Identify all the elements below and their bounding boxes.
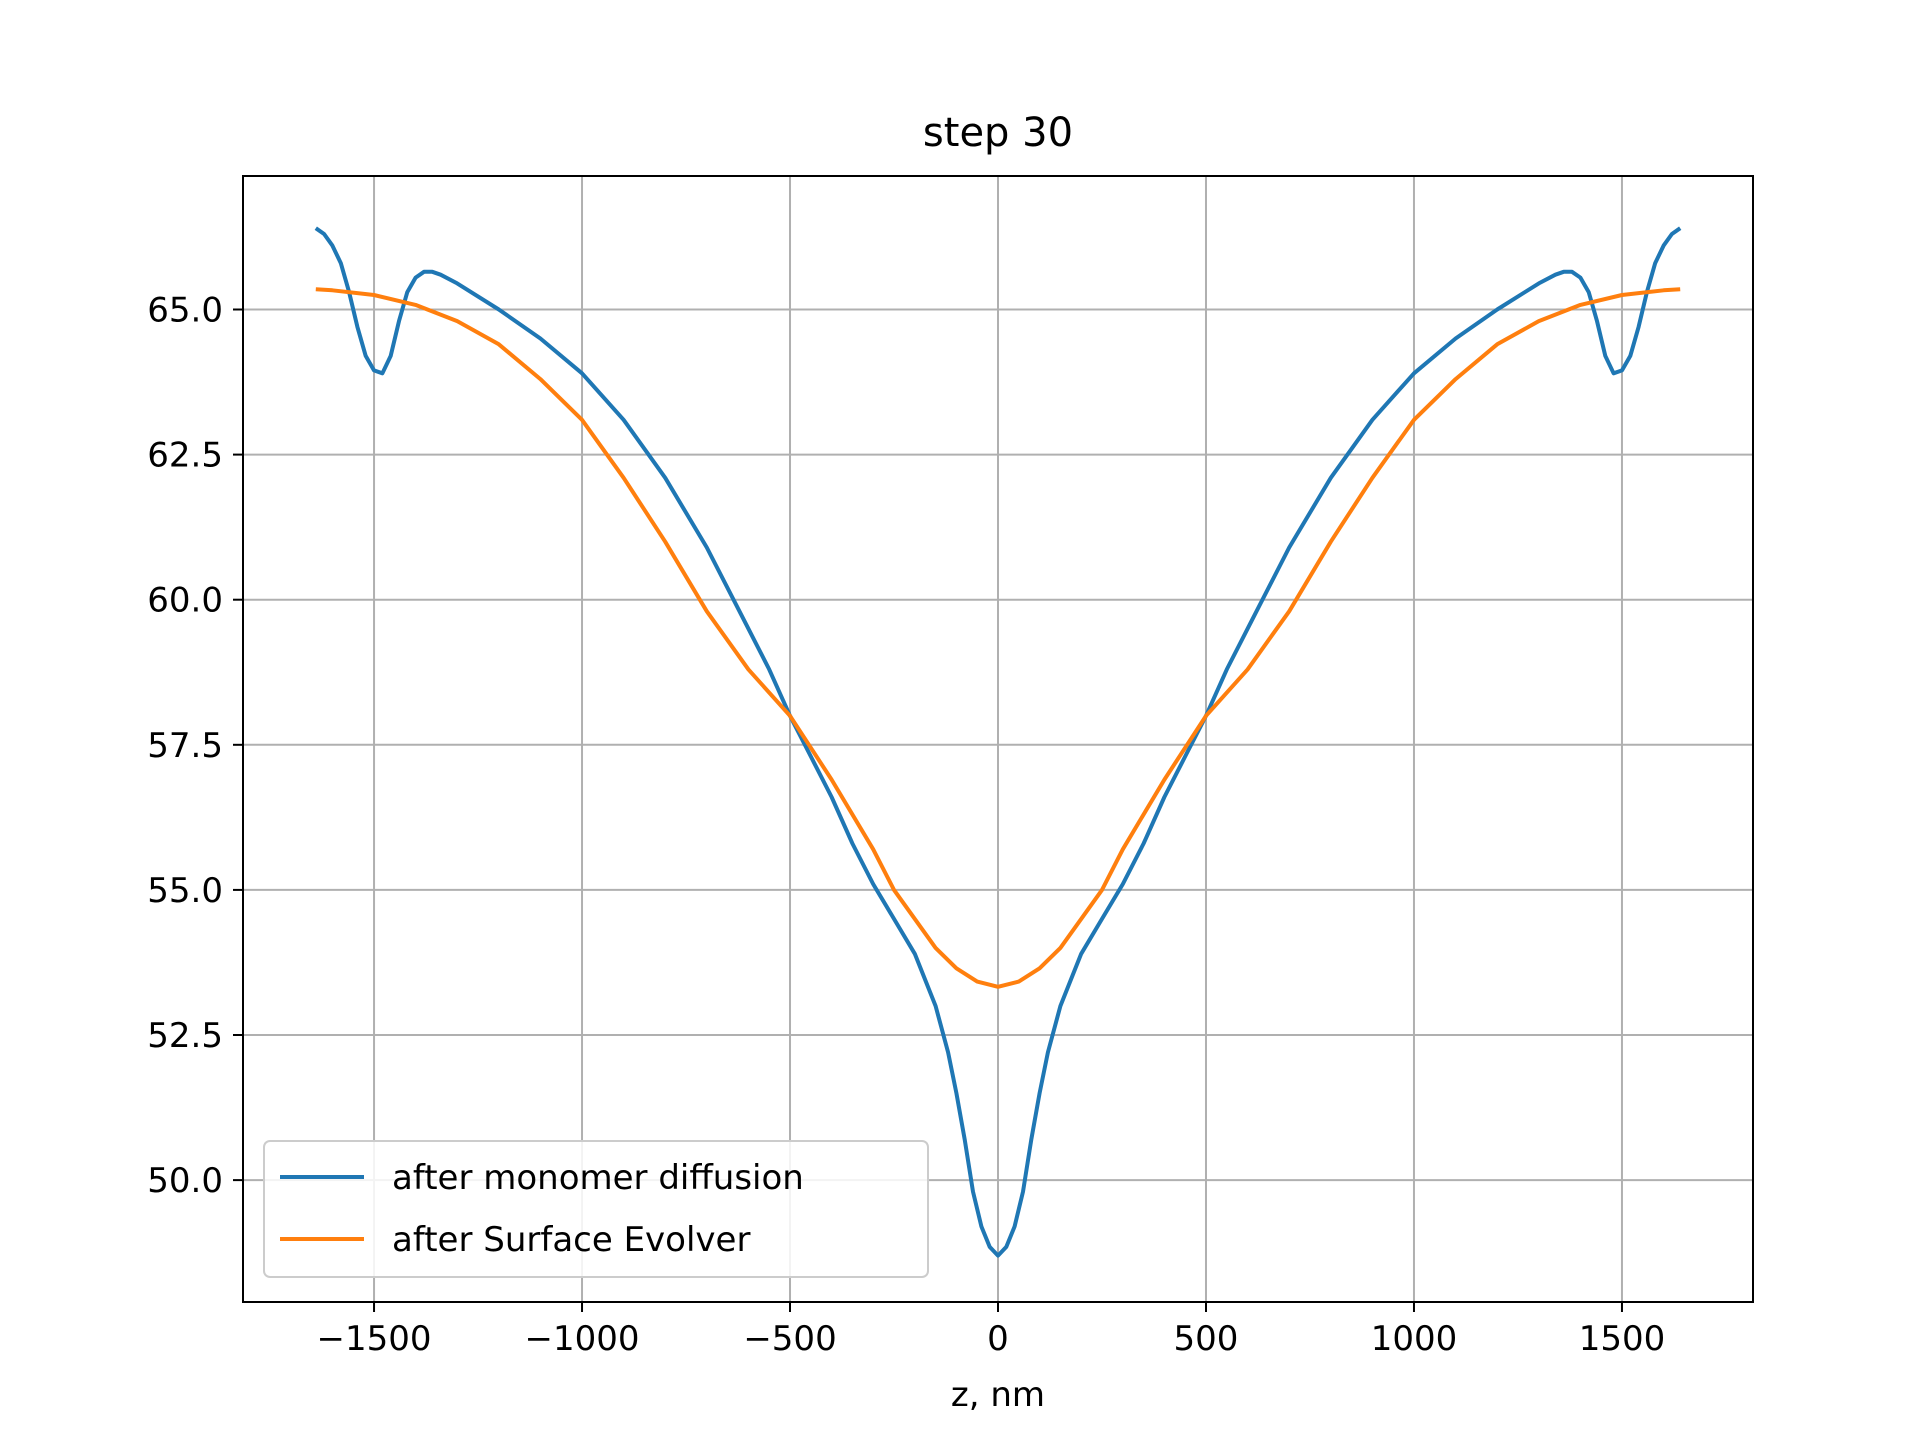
x-tick-label: −500 (743, 1319, 836, 1359)
legend-label-1: after Surface Evolver (392, 1220, 750, 1260)
legend: after monomer diffusion after Surface Evo… (263, 1140, 929, 1278)
y-tick-label: 62.5 (147, 436, 223, 476)
y-tick-label: 60.0 (147, 581, 223, 621)
x-tick-label: −1000 (525, 1319, 640, 1359)
y-tick-label: 65.0 (147, 290, 223, 330)
axis-ticks: −1500 −1000 −500 0 500 1000 1500 50.0 52.5 55.0 57… (147, 290, 1665, 1359)
x-tick-label: 0 (987, 1319, 1009, 1359)
y-tick-label: 50.0 (147, 1161, 223, 1201)
series-line-0 (314, 226, 1682, 1258)
y-tick-label: 52.5 (147, 1016, 223, 1056)
x-tick-label: 1500 (1579, 1319, 1666, 1359)
x-tick-label: −1500 (317, 1319, 432, 1359)
chart-title: step 30 (923, 110, 1073, 156)
legend-label-0: after monomer diffusion (392, 1158, 804, 1198)
x-tick-label: 500 (1174, 1319, 1239, 1359)
series-line-1 (315, 287, 1681, 989)
x-axis-label: z, nm (951, 1375, 1045, 1415)
y-tick-label: 55.0 (147, 871, 223, 911)
series-lines (314, 226, 1682, 1258)
x-tick-label: 1000 (1371, 1319, 1458, 1359)
y-tick-label: 57.5 (147, 726, 223, 766)
legend-box (263, 1140, 929, 1278)
